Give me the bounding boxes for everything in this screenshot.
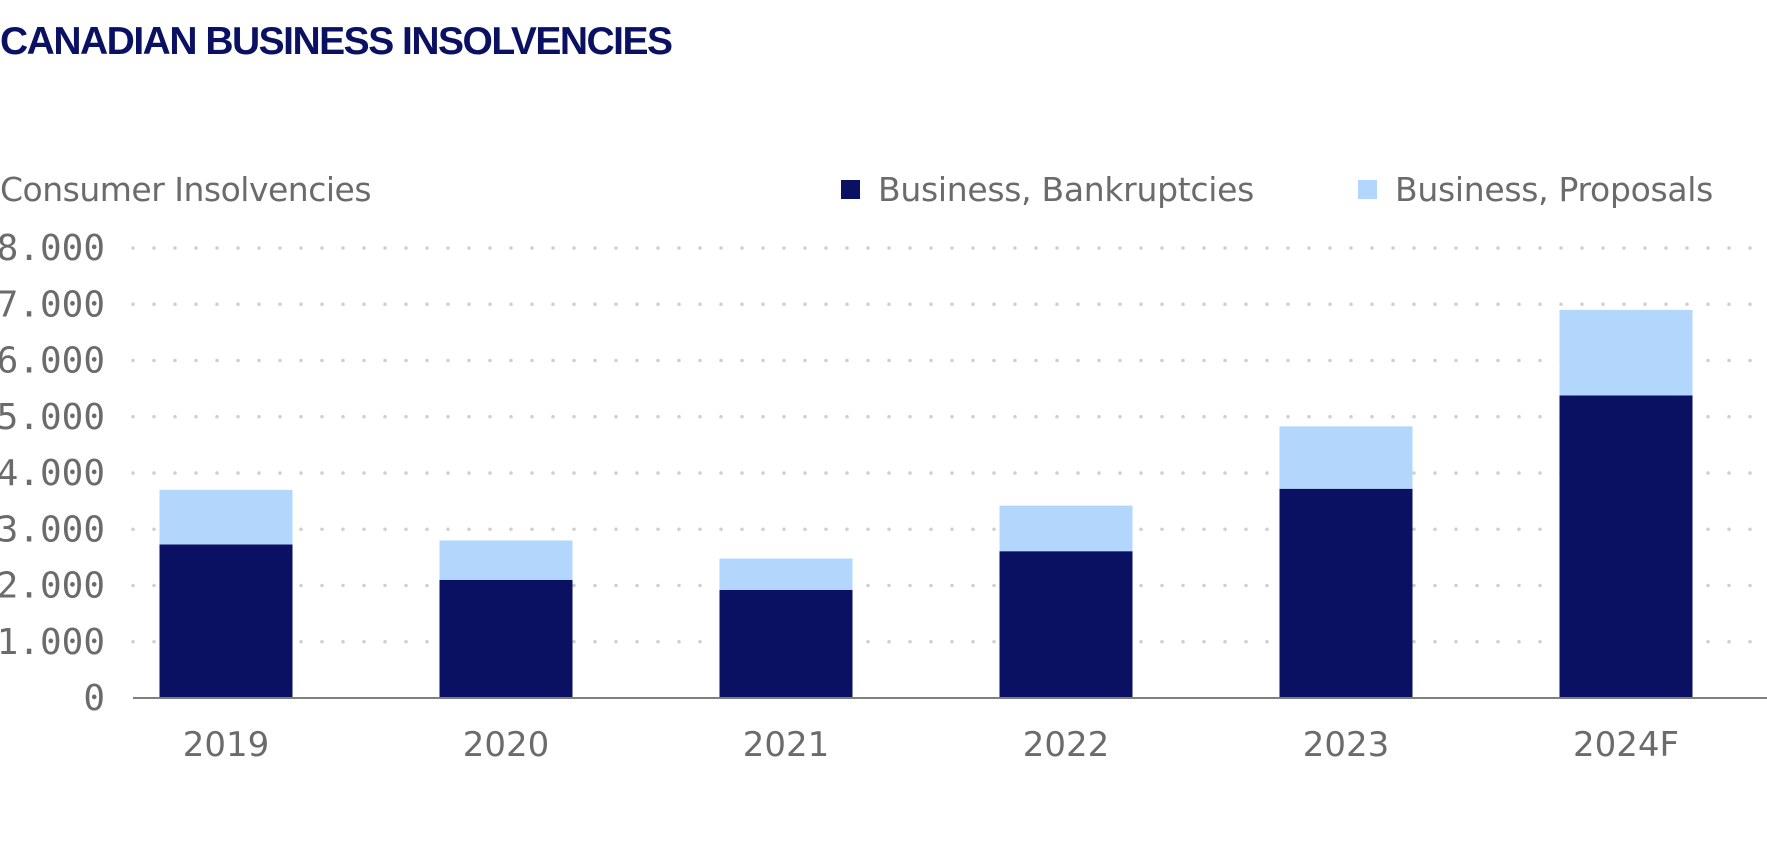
legend-swatch-proposals <box>1358 180 1377 199</box>
y-tick-label: 8.000 <box>0 228 105 269</box>
y-tick-label: 0 <box>83 678 105 719</box>
bar-bankruptcies <box>159 544 293 698</box>
bar-bankruptcies <box>439 579 573 698</box>
x-tick-label: 2024F <box>1573 725 1679 765</box>
y-tick-label: 2.000 <box>0 566 105 607</box>
y-tick-label: 4.000 <box>0 453 105 494</box>
bar-proposals <box>999 505 1133 552</box>
legend-swatch-bankruptcies <box>841 180 860 199</box>
y-axis-label: Consumer Insolvencies <box>0 170 372 209</box>
bar-proposals <box>719 558 853 590</box>
legend-label-proposals: Business, Proposals <box>1395 170 1714 209</box>
bar-bankruptcies <box>999 551 1133 698</box>
legend-item-bankruptcies: Business, Bankruptcies <box>841 170 1254 209</box>
bar-proposals <box>1279 426 1413 489</box>
y-tick-label: 5.000 <box>0 397 105 438</box>
bar-proposals <box>439 540 573 580</box>
legend-item-proposals: Business, Proposals <box>1358 170 1713 209</box>
y-tick-label: 3.000 <box>0 509 105 550</box>
x-tick-label: 2023 <box>1303 725 1390 765</box>
y-tick-label: 6.000 <box>0 341 105 382</box>
bar-bankruptcies <box>719 590 853 698</box>
bar-bankruptcies <box>1279 488 1413 698</box>
x-tick-label: 2019 <box>183 725 270 765</box>
x-tick-label: 2021 <box>743 725 830 765</box>
x-tick-label: 2022 <box>1023 725 1110 765</box>
y-tick-label: 7.000 <box>0 284 105 325</box>
bar-proposals <box>159 489 293 545</box>
legend-label-bankruptcies: Business, Bankruptcies <box>878 170 1254 209</box>
chart-title: CANADIAN BUSINESS INSOLVENCIES <box>0 20 673 63</box>
bar-proposals <box>1559 309 1693 396</box>
x-tick-label: 2020 <box>463 725 550 765</box>
y-tick-label: 1.000 <box>0 622 105 663</box>
bar-bankruptcies <box>1559 395 1693 698</box>
